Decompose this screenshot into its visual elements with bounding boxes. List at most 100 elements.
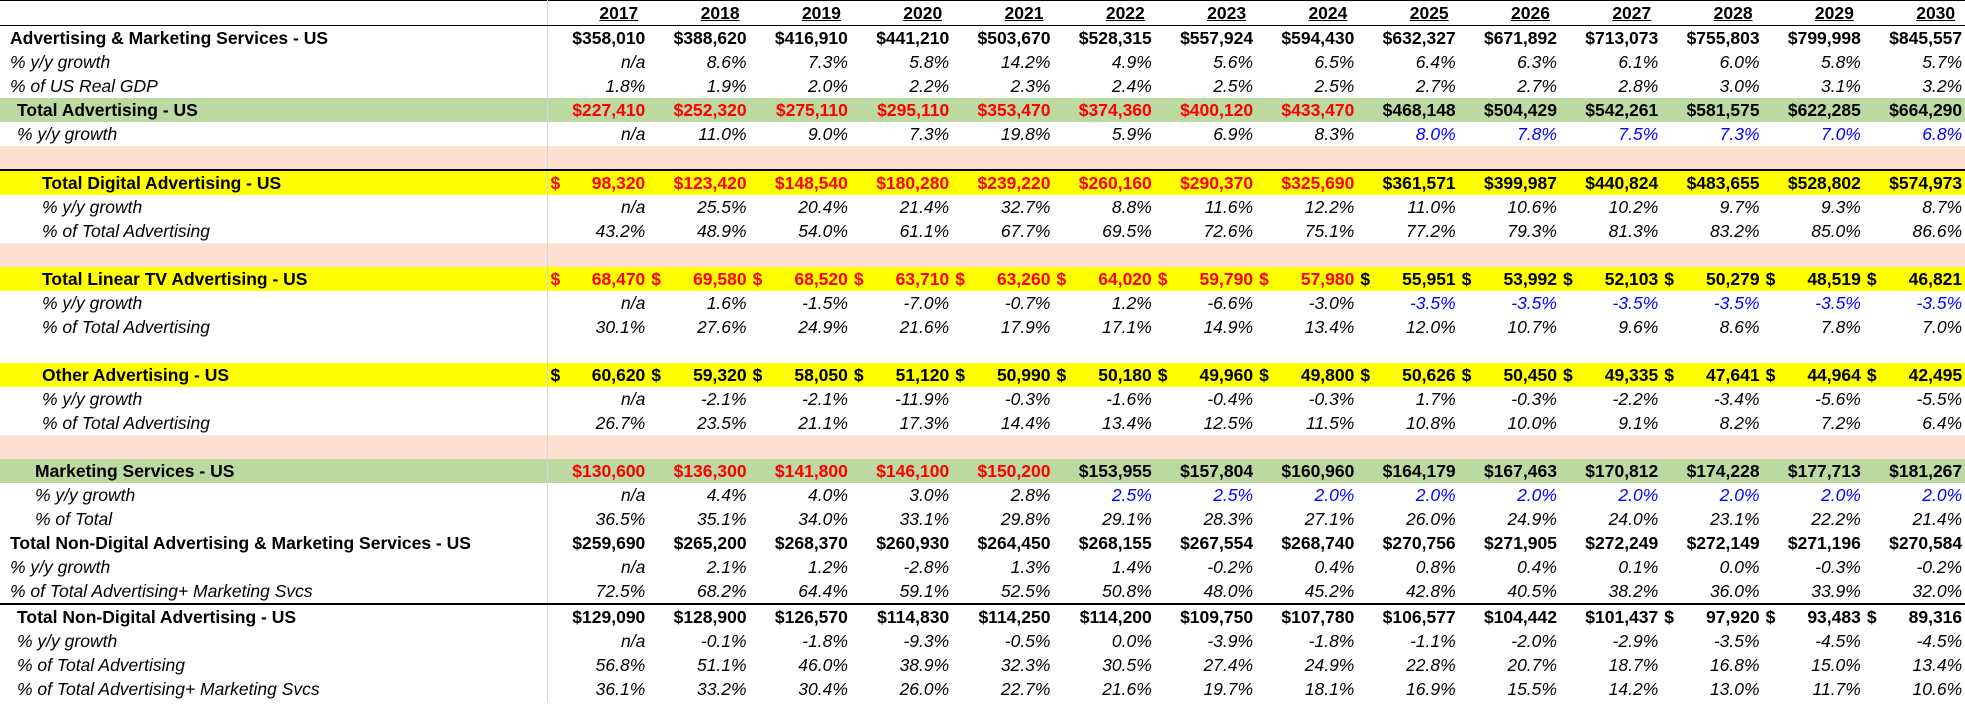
value-cell[interactable]: $49,335 [1559, 363, 1662, 387]
value-cell[interactable]: $59,320 [648, 363, 750, 387]
value-cell[interactable]: 9.6% [1618, 317, 1659, 337]
value-cell[interactable]: 83.2% [1709, 221, 1760, 241]
value-cell[interactable]: 2.3% [1010, 76, 1051, 96]
value-cell[interactable] [1459, 339, 1560, 363]
value-cell[interactable]: $114,250 [952, 603, 1054, 629]
value-cell[interactable]: 17.3% [899, 413, 950, 433]
value-cell[interactable]: 21.4% [1912, 509, 1963, 529]
value-cell[interactable] [749, 435, 851, 459]
value-cell[interactable]: 6.3% [1517, 52, 1557, 72]
value-cell[interactable]: 22.7% [1000, 679, 1051, 699]
value-cell[interactable]: 61.1% [899, 221, 950, 241]
value-cell[interactable]: $93,483 [1762, 603, 1864, 629]
value-cell[interactable]: $271,196 [1787, 533, 1861, 553]
value-cell[interactable]: $181,267 [1863, 459, 1965, 483]
value-cell[interactable] [1661, 435, 1763, 459]
value-cell[interactable]: 2.2% [909, 76, 950, 96]
value-cell[interactable]: $290,370 [1154, 169, 1257, 195]
row-label-cell[interactable]: % y/y growth [7, 50, 548, 74]
value-cell[interactable]: 28.3% [1203, 509, 1254, 529]
value-cell[interactable]: 2.7% [1415, 76, 1456, 96]
value-cell[interactable]: $98,320 [547, 169, 649, 195]
value-cell[interactable]: 24.9% [798, 317, 848, 337]
value-cell[interactable]: 7.8% [1820, 317, 1861, 337]
value-cell[interactable]: $58,050 [749, 363, 851, 387]
row-label-cell[interactable] [7, 243, 548, 267]
value-cell[interactable]: 5.8% [1820, 52, 1861, 72]
value-cell[interactable]: 10.2% [1608, 197, 1659, 217]
value-cell[interactable]: -1.8% [802, 631, 848, 651]
value-cell[interactable] [1458, 146, 1560, 170]
value-cell[interactable]: $260,930 [876, 533, 950, 553]
value-cell[interactable]: 11.6% [1204, 197, 1254, 217]
value-cell[interactable]: 14.2% [1608, 679, 1659, 699]
value-cell[interactable]: $259,690 [572, 533, 646, 553]
row-label-cell[interactable]: Total Digital Advertising - US [7, 169, 548, 195]
year-header[interactable]: 2023 [1154, 0, 1257, 26]
value-cell[interactable]: 10.8% [1406, 413, 1456, 433]
value-cell[interactable]: 18.7% [1608, 655, 1659, 675]
value-cell[interactable]: $136,300 [648, 459, 750, 483]
value-cell[interactable]: 21.6% [1102, 679, 1152, 699]
value-cell[interactable]: 7.0% [1922, 317, 1963, 337]
year-header[interactable]: 2028 [1661, 0, 1763, 26]
value-cell[interactable]: 50.8% [1102, 581, 1152, 601]
value-cell[interactable]: 3.0% [1719, 76, 1760, 96]
value-cell[interactable]: 13.4% [1102, 413, 1152, 433]
value-cell[interactable]: 52.5% [1000, 581, 1051, 601]
value-cell[interactable]: 1.2% [1111, 293, 1152, 313]
year-header[interactable]: 2025 [1357, 0, 1459, 26]
value-cell[interactable]: $141,800 [749, 459, 851, 483]
value-cell[interactable] [1864, 339, 1965, 363]
year-header[interactable]: 2029 [1762, 0, 1864, 26]
value-cell[interactable]: -1.5% [802, 293, 848, 313]
value-cell[interactable]: $50,626 [1357, 363, 1459, 387]
value-cell[interactable]: 15.5% [1507, 679, 1557, 699]
value-cell[interactable]: $227,410 [547, 98, 649, 122]
value-cell[interactable]: -3.4% [1713, 389, 1760, 409]
value-cell[interactable]: 30.1% [595, 317, 646, 337]
value-cell[interactable]: 7.2% [1820, 413, 1861, 433]
value-cell[interactable]: $581,575 [1661, 98, 1763, 122]
value-cell[interactable]: $267,554 [1180, 533, 1254, 553]
value-cell[interactable]: -0.3% [1511, 389, 1557, 409]
value-cell[interactable]: $845,557 [1889, 28, 1963, 48]
value-cell[interactable]: 3.0% [909, 485, 950, 505]
value-cell[interactable]: $114,200 [1053, 603, 1155, 629]
value-cell[interactable]: $101,437 [1559, 603, 1662, 629]
value-cell[interactable] [1559, 435, 1662, 459]
row-label-cell[interactable]: % of Total Advertising [7, 219, 548, 243]
value-cell[interactable]: 3.1% [1820, 76, 1861, 96]
value-cell[interactable]: -7.0% [903, 293, 950, 313]
value-cell[interactable]: -3.5% [1409, 293, 1456, 313]
value-cell[interactable]: 40.5% [1507, 581, 1557, 601]
value-cell[interactable]: $483,655 [1661, 169, 1763, 195]
value-cell[interactable]: 64.4% [798, 581, 848, 601]
value-cell[interactable]: 2.8% [1010, 485, 1051, 505]
value-cell[interactable] [547, 243, 649, 267]
value-cell[interactable]: $528,802 [1762, 169, 1864, 195]
value-cell[interactable] [952, 243, 1054, 267]
value-cell[interactable]: 13.4% [1912, 655, 1963, 675]
value-cell[interactable] [1559, 146, 1662, 170]
value-cell[interactable]: 77.2% [1406, 221, 1456, 241]
value-cell[interactable]: $114,830 [850, 603, 953, 629]
value-cell[interactable]: 7.0% [1820, 124, 1861, 144]
value-cell[interactable]: $126,570 [749, 603, 851, 629]
value-cell[interactable]: 43.2% [595, 221, 646, 241]
value-cell[interactable]: 20.7% [1507, 655, 1557, 675]
value-cell[interactable]: 72.5% [595, 581, 646, 601]
value-cell[interactable]: -0.5% [1004, 631, 1051, 651]
value-cell[interactable]: $106,577 [1357, 603, 1459, 629]
value-cell[interactable]: -3.5% [1511, 293, 1557, 313]
value-cell[interactable]: $104,442 [1458, 603, 1560, 629]
year-header[interactable]: 2030 [1863, 0, 1965, 26]
value-cell[interactable]: -1.6% [1106, 389, 1152, 409]
value-cell[interactable] [1458, 243, 1560, 267]
value-cell[interactable]: 56.8% [595, 655, 646, 675]
value-cell[interactable]: $353,470 [952, 98, 1054, 122]
value-cell[interactable]: $167,463 [1458, 459, 1560, 483]
value-cell[interactable]: -0.3% [1308, 389, 1355, 409]
value-cell[interactable]: -0.3% [1815, 557, 1861, 577]
value-cell[interactable]: 7.8% [1517, 124, 1557, 144]
